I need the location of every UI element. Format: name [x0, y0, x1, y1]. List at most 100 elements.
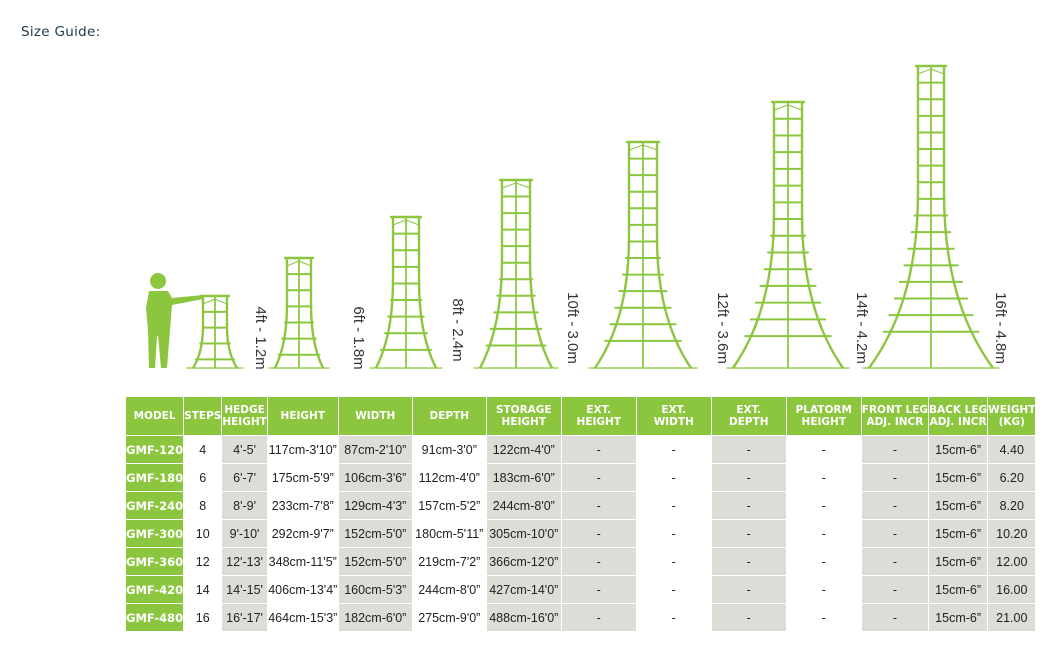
table-cell: -: [786, 576, 861, 603]
size-guide-table: MODEL STEPS HEDGE HEIGHT HEIGHT WIDTH DEPTH STO…: [125, 396, 1037, 632]
table-cell: 175cm-5'9”: [267, 464, 338, 491]
ladder-icon: [473, 178, 559, 369]
column-header: HEIGHT: [267, 397, 338, 435]
table-cell: 15cm-6”: [929, 464, 988, 491]
model-cell: GMF-420: [126, 576, 184, 603]
table-cell: 14: [184, 576, 222, 603]
table-cell: -: [636, 604, 711, 631]
column-header: EXT. HEIGHT: [561, 397, 636, 435]
table-cell: -: [711, 548, 786, 575]
table-row: GMF-240 8 8'-9' 233cm-7'8” 129cm-4'3” 157cm-5…: [126, 492, 1036, 519]
table-row: GMF-300 10 9'-10' 292cm-9'7” 152cm-5'0” 180cm…: [126, 520, 1036, 547]
table-cell: 91cm-3'0”: [412, 436, 486, 463]
column-header-text: FRONT LEG: [861, 404, 929, 416]
column-header-text: HEDGE: [224, 404, 265, 416]
table-cell: 15cm-6”: [929, 576, 988, 603]
table-cell: -: [786, 604, 861, 631]
model-cell: GMF-180: [126, 464, 184, 491]
table-cell: 183cm-6'0”: [486, 464, 561, 491]
table-cell: 4'-5': [222, 436, 267, 463]
table-cell: 15cm-6”: [929, 492, 988, 519]
page-title: Size Guide:: [21, 24, 101, 40]
column-header-text: ADJ. INCR: [866, 416, 924, 428]
table-cell: -: [561, 548, 636, 575]
column-header-text: STEPS: [184, 410, 222, 422]
table-cell: 9'-10': [222, 520, 267, 547]
column-header: BACK LEG ADJ. INCR: [929, 397, 988, 435]
table-row: GMF-120 4 4'-5' 117cm-3'10” 87cm-2'10” 91cm-3…: [126, 436, 1036, 463]
table-cell: -: [561, 464, 636, 491]
table-cell: 160cm-5'3”: [338, 576, 412, 603]
ladder-icon: [186, 294, 244, 369]
table-cell: -: [711, 576, 786, 603]
ladder-size-illustration: 4ft - 1.2m 6ft - 1.8m 8ft - 2.4m 10ft - 3.0…: [146, 64, 1009, 370]
table-cell: -: [636, 436, 711, 463]
column-header: EXT. WIDTH: [636, 397, 711, 435]
ladder-size-label: 6ft - 1.8m: [350, 306, 367, 369]
column-header: DEPTH: [412, 397, 486, 435]
table-cell: 122cm-4'0”: [486, 436, 561, 463]
table-cell: 16: [184, 604, 222, 631]
table-cell: 244cm-8'0”: [486, 492, 561, 519]
table-cell: 180cm-5'11”: [412, 520, 486, 547]
column-header: EXT. DEPTH: [711, 397, 786, 435]
table-row: GMF-180 6 6'-7' 175cm-5'9” 106cm-3'6” 112cm-4…: [126, 464, 1036, 491]
table-cell: 87cm-2'10”: [338, 436, 412, 463]
column-header-text: HEIGHT: [222, 416, 267, 428]
table-cell: -: [561, 604, 636, 631]
table-cell: -: [561, 520, 636, 547]
ladder-size-label: 8ft - 2.4m: [449, 298, 466, 361]
table-cell: -: [861, 604, 929, 631]
table-cell: -: [711, 604, 786, 631]
table-cell: -: [786, 464, 861, 491]
table-cell: 12: [184, 548, 222, 575]
table-cell: 21.00: [988, 604, 1036, 631]
table-cell: 182cm-6'0”: [338, 604, 412, 631]
ladder-size-label: 10ft - 3.0m: [564, 292, 581, 364]
table-row: GMF-360 12 12'-13' 348cm-11'5” 152cm-5'0” 219…: [126, 548, 1036, 575]
table-cell: 4: [184, 436, 222, 463]
table-cell: 129cm-4'3”: [338, 492, 412, 519]
table-cell: -: [861, 548, 929, 575]
table-cell: -: [861, 492, 929, 519]
column-header-text: STORAGE: [495, 404, 552, 416]
column-header: STEPS: [184, 397, 222, 435]
column-header: MODEL: [126, 397, 184, 435]
column-header-text: HEIGHT: [501, 416, 546, 428]
table-cell: 15cm-6”: [929, 604, 988, 631]
table-cell: -: [711, 520, 786, 547]
table-cell: 427cm-14'0”: [486, 576, 561, 603]
model-cell: GMF-300: [126, 520, 184, 547]
table-cell: 15cm-6”: [929, 548, 988, 575]
table-cell: -: [636, 520, 711, 547]
table-cell: 15cm-6”: [929, 436, 988, 463]
table-cell: 6: [184, 464, 222, 491]
ladder-icon: [588, 140, 698, 369]
ladder-size-label: 14ft - 4.2m: [853, 292, 870, 364]
table-cell: 106cm-3'6”: [338, 464, 412, 491]
table-cell: -: [561, 492, 636, 519]
table-cell: 366cm-12'0”: [486, 548, 561, 575]
table-cell: 6'-7': [222, 464, 267, 491]
column-header-text: ADJ. INCR: [929, 416, 987, 428]
table-cell: 348cm-11'5”: [267, 548, 338, 575]
table-cell: 4.40: [988, 436, 1036, 463]
table-cell: 275cm-9'0”: [412, 604, 486, 631]
table-cell: 14'-15': [222, 576, 267, 603]
ladder-size-label: 4ft - 1.2m: [252, 306, 269, 369]
column-header-text: HEIGHT: [801, 416, 846, 428]
table-header-row: MODEL STEPS HEDGE HEIGHT HEIGHT WIDTH DEPTH STO…: [126, 397, 1036, 435]
table-cell: 233cm-7'8”: [267, 492, 338, 519]
table-cell: -: [636, 548, 711, 575]
ladder-size-label: 16ft - 4.8m: [992, 292, 1009, 364]
column-header-text: (KG): [998, 416, 1025, 428]
table-cell: -: [561, 576, 636, 603]
table-cell: -: [786, 548, 861, 575]
table-cell: 12.00: [988, 548, 1036, 575]
table-cell: 305cm-10'0”: [486, 520, 561, 547]
table-cell: -: [861, 436, 929, 463]
table-cell: 6.20: [988, 464, 1036, 491]
column-header: WEIGHT (KG): [988, 397, 1036, 435]
table-cell: 406cm-13'4”: [267, 576, 338, 603]
table-cell: 464cm-15'3”: [267, 604, 338, 631]
